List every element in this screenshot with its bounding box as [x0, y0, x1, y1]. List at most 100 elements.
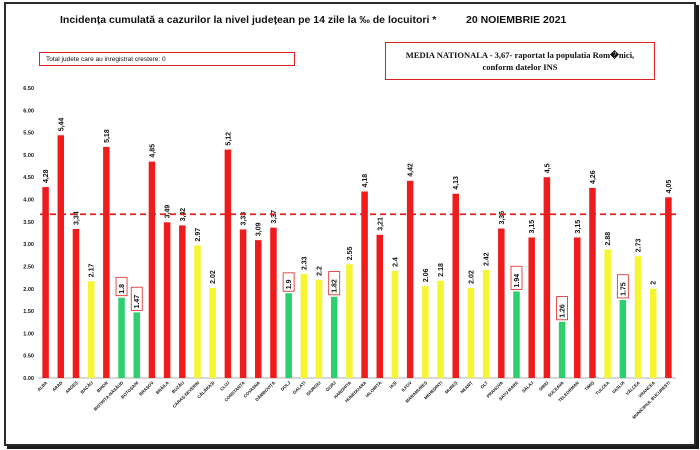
- value-label: 2.18: [438, 263, 445, 277]
- value-label: 3,09: [256, 222, 263, 236]
- category-label: CLUJ: [219, 380, 231, 392]
- value-label: 2.4: [392, 257, 399, 267]
- y-tick-label: 0.00: [23, 376, 34, 382]
- y-tick-label: 0.50: [23, 354, 34, 360]
- y-tick-label: 2.50: [23, 264, 34, 270]
- value-label: 4,18: [362, 174, 369, 188]
- value-label: 5,12: [225, 132, 232, 146]
- category-label: IAȘI: [388, 380, 397, 389]
- value-label: 2.2: [317, 266, 324, 276]
- bar: [665, 197, 672, 378]
- bar: [285, 293, 292, 378]
- value-label-box: [130, 286, 143, 311]
- category-label: IALOMIȚA: [364, 380, 382, 398]
- category-label: NEAMȚ: [459, 380, 474, 395]
- category-label: BUZĂU: [171, 380, 185, 394]
- value-label: 4,26: [590, 170, 597, 184]
- value-label: 1.94: [514, 274, 521, 288]
- value-label: 3,49: [165, 205, 172, 219]
- bar: [103, 146, 110, 378]
- bar: [513, 291, 520, 378]
- bar: [42, 187, 49, 378]
- bar: [649, 288, 657, 378]
- value-label: 3,33: [241, 212, 248, 226]
- y-tick-label: 3.00: [23, 242, 34, 248]
- bar: [118, 297, 125, 378]
- bar: [406, 180, 414, 378]
- category-label: SIBIU: [538, 380, 550, 392]
- y-tick-label: 3.50: [23, 220, 34, 226]
- value-label: 1.9: [286, 279, 293, 289]
- category-label: BACĂU: [79, 380, 94, 395]
- bar: [528, 237, 535, 378]
- value-label-box: [328, 271, 341, 296]
- value-label-box: [616, 274, 629, 299]
- category-label: BRĂILA: [155, 380, 170, 395]
- bar: [543, 177, 551, 378]
- y-tick-label: 5.50: [23, 131, 34, 137]
- chart-title: Incidența cumulată a cazurilor la nivel …: [60, 14, 437, 26]
- bar: [391, 270, 399, 378]
- bar: [209, 287, 216, 378]
- y-tick-label: 2.00: [23, 287, 34, 293]
- category-label: ARAD: [51, 380, 63, 392]
- value-label: 2.88: [605, 232, 612, 246]
- bar: [224, 149, 232, 378]
- bar: [482, 270, 490, 378]
- value-label: 3,34: [73, 211, 80, 225]
- bar: [361, 191, 368, 378]
- category-label: OLT: [479, 380, 489, 390]
- value-label-box: [115, 276, 128, 297]
- value-label: 4,13: [453, 176, 460, 190]
- category-label: TULCEA: [594, 380, 610, 396]
- bar: [255, 240, 262, 378]
- value-label: 2.02: [210, 270, 217, 284]
- value-label: 4,28: [43, 169, 50, 183]
- value-label: 3,15: [529, 220, 536, 234]
- bar: [300, 274, 308, 378]
- bar: [194, 245, 201, 378]
- value-label: 1.47: [134, 295, 141, 309]
- y-tick-label: 1.00: [23, 331, 34, 337]
- category-label: VASLUI: [611, 380, 625, 394]
- category-label: ARGEȘ: [64, 380, 78, 394]
- y-tick-label: 4.50: [23, 175, 34, 181]
- bar: [346, 264, 353, 378]
- bar: [467, 287, 475, 378]
- value-label: 2.17: [89, 263, 96, 277]
- bar: [619, 299, 627, 378]
- bar: [315, 279, 323, 378]
- category-label: ALBA: [36, 380, 48, 392]
- bar: [452, 193, 459, 378]
- value-label: 2.06: [423, 268, 430, 282]
- value-label: 5,44: [58, 118, 65, 132]
- value-label: 4,85: [149, 144, 156, 158]
- bar: [270, 227, 277, 378]
- report-date: 20 NOIEMBRIE 2021: [466, 14, 567, 26]
- value-label: 2.42: [484, 252, 491, 266]
- category-label: GIURGIU: [305, 380, 322, 397]
- category-label: MUREȘ: [444, 380, 459, 395]
- value-label-box: [282, 272, 295, 292]
- bar: [604, 249, 611, 378]
- value-label: 1.8: [119, 284, 126, 294]
- bar: [133, 312, 140, 378]
- value-label: 4,42: [408, 163, 415, 177]
- national-average-line1: MEDIA NATIONALA - 3,67- raportat la popu…: [405, 50, 635, 60]
- value-label: 1.75: [620, 282, 627, 296]
- category-label: GORJ: [325, 380, 338, 393]
- value-label: 1.26: [560, 304, 567, 318]
- increase-count-note: Total judete care au inregistrat crester…: [39, 52, 295, 66]
- bar: [148, 161, 156, 378]
- y-tick-label: 1.50: [23, 309, 34, 315]
- value-label: 3,37: [271, 210, 278, 224]
- bar: [239, 229, 247, 378]
- value-label: 3,21: [377, 217, 384, 231]
- category-label: BRAȘOV: [138, 380, 155, 397]
- bar: [634, 256, 642, 378]
- category-label: DOLJ: [280, 380, 292, 392]
- value-label: 4,5: [544, 163, 551, 173]
- national-average-line2: conform datelor INS: [482, 62, 558, 72]
- bar: [87, 281, 95, 378]
